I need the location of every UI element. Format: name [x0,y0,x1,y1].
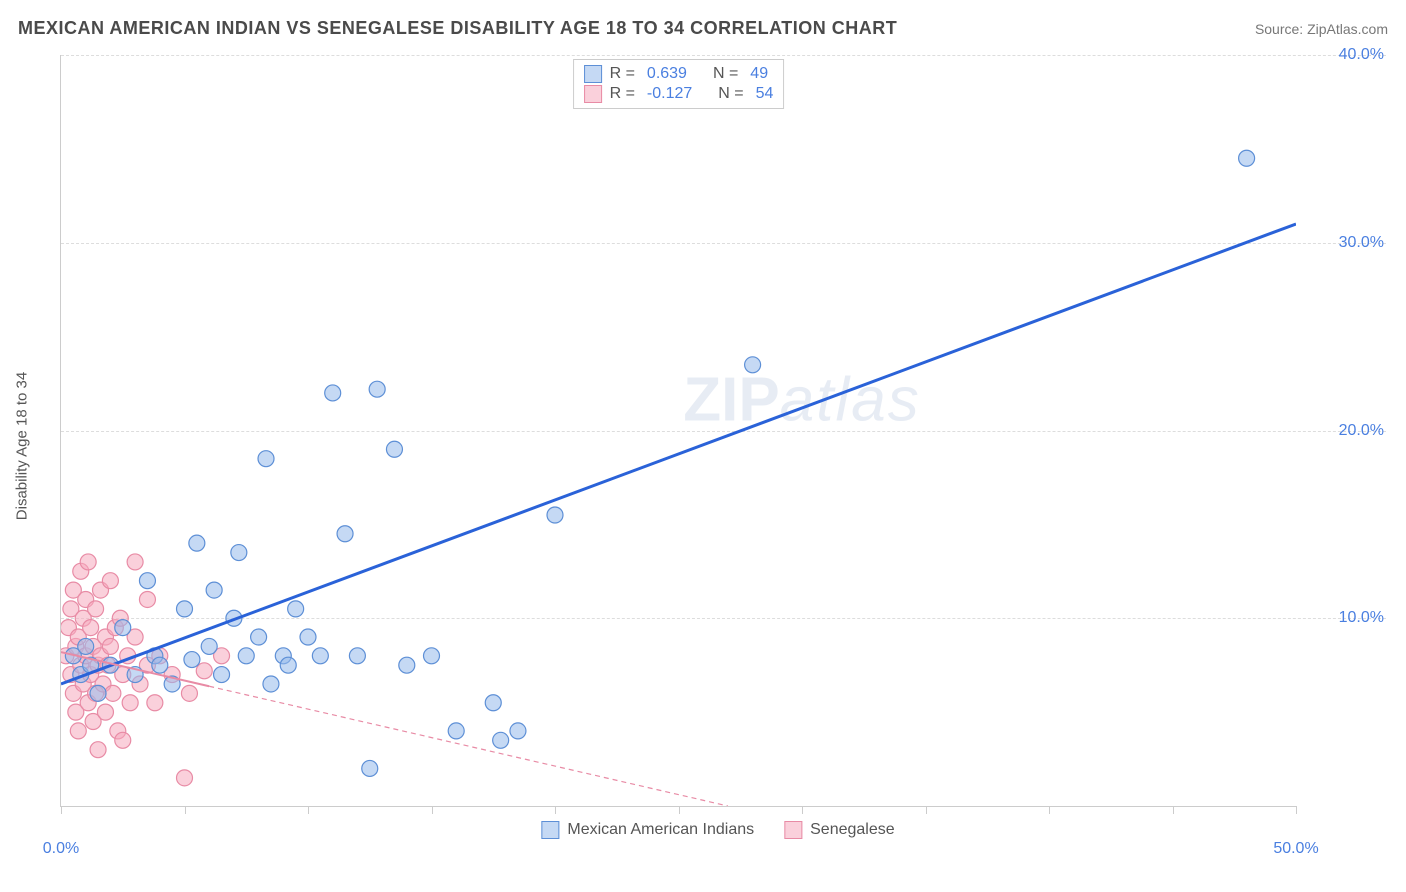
data-point [349,648,365,664]
data-point [214,667,230,683]
data-point [510,723,526,739]
data-point [139,591,155,607]
chart-header: MEXICAN AMERICAN INDIAN VS SENEGALESE DI… [18,18,1388,39]
data-point [337,526,353,542]
legend-n-label: N = [713,65,738,83]
data-point [102,638,118,654]
legend-n-value: 54 [756,85,774,103]
data-point [189,535,205,551]
chart-title: MEXICAN AMERICAN INDIAN VS SENEGALESE DI… [18,18,897,39]
data-point [1239,150,1255,166]
legend-swatch [784,821,802,839]
data-point [102,573,118,589]
chart-source: Source: ZipAtlas.com [1255,21,1388,37]
data-point [288,601,304,617]
data-point [280,657,296,673]
legend-n-value: 49 [750,65,768,83]
data-point [206,582,222,598]
data-point [83,620,99,636]
data-point [97,704,113,720]
x-tick [1049,806,1050,814]
data-point [139,573,155,589]
data-point [147,695,163,711]
data-point [251,629,267,645]
data-point [300,629,316,645]
data-point [196,663,212,679]
data-point [122,695,138,711]
legend-correlation: R = 0.639 N = 49 R = -0.127 N = 54 [573,59,785,109]
x-tick [802,806,803,814]
data-point [152,657,168,673]
data-point [88,601,104,617]
data-point [127,554,143,570]
data-point [90,742,106,758]
x-tick [679,806,680,814]
x-tick [432,806,433,814]
trend-line-dashed [209,686,728,806]
data-point [485,695,501,711]
x-tick [308,806,309,814]
x-tick-label: 0.0% [43,840,79,858]
data-point [177,770,193,786]
data-point [399,657,415,673]
x-tick [1173,806,1174,814]
data-point [424,648,440,664]
y-tick-label: 10.0% [1304,609,1384,627]
data-point [181,685,197,701]
legend-series-item: Senegalese [784,821,895,839]
scatter-svg [61,55,1296,806]
data-point [231,545,247,561]
data-point [547,507,563,523]
data-point [448,723,464,739]
legend-series-label: Senegalese [810,821,895,839]
x-tick [61,806,62,814]
data-point [312,648,328,664]
legend-n-label: N = [718,85,743,103]
data-point [70,723,86,739]
x-tick [1296,806,1297,814]
data-point [80,554,96,570]
plot-area: ZIPatlas R =0.639N =49R =-0.127N =54 10.… [60,55,1296,807]
legend-series-item: Mexican American Indians [541,821,754,839]
data-point [745,357,761,373]
legend-swatch [584,65,602,83]
legend-series-label: Mexican American Indians [567,821,754,839]
data-point [238,648,254,664]
data-point [362,760,378,776]
data-point [263,676,279,692]
x-tick [555,806,556,814]
data-point [115,732,131,748]
data-point [325,385,341,401]
legend-swatch [584,85,602,103]
chart-container: Disability Age 18 to 34 ZIPatlas R =0.63… [50,55,1386,837]
y-tick-label: 40.0% [1304,46,1384,64]
data-point [369,381,385,397]
data-point [78,638,94,654]
data-point [115,620,131,636]
data-point [201,638,217,654]
legend-row: R = 0.639 N = 49 [584,64,774,84]
data-point [184,652,200,668]
legend-r-value: -0.127 [647,85,692,103]
data-point [105,685,121,701]
trend-line [61,224,1296,684]
legend-r-label: R = [610,85,635,103]
legend-r-value: 0.639 [647,65,687,83]
x-tick [185,806,186,814]
legend-series: Mexican American Indians Senegalese [541,821,894,839]
data-point [386,441,402,457]
x-tick-label: 50.0% [1273,840,1318,858]
data-point [90,685,106,701]
legend-r-label: R = [610,65,635,83]
x-tick [926,806,927,814]
y-axis-label: Disability Age 18 to 34 [14,372,31,520]
data-point [177,601,193,617]
y-tick-label: 30.0% [1304,234,1384,252]
legend-row: R = -0.127 N = 54 [584,84,774,104]
data-point [258,451,274,467]
data-point [493,732,509,748]
legend-swatch [541,821,559,839]
y-tick-label: 20.0% [1304,422,1384,440]
